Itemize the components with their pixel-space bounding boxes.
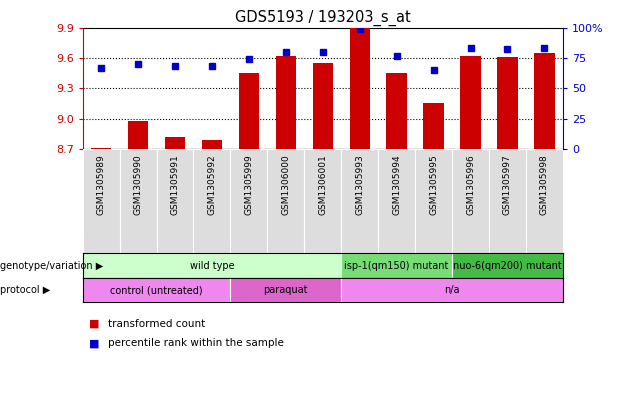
- Bar: [83, 253, 342, 278]
- Bar: [526, 149, 563, 253]
- Text: ■: ■: [89, 338, 100, 349]
- Bar: [415, 149, 452, 253]
- Text: paraquat: paraquat: [263, 285, 308, 295]
- Bar: [128, 121, 148, 149]
- Bar: [378, 149, 415, 253]
- Bar: [238, 73, 259, 149]
- Text: GSM1305996: GSM1305996: [466, 154, 475, 215]
- Text: protocol ▶: protocol ▶: [0, 285, 50, 295]
- Text: GSM1305997: GSM1305997: [503, 154, 512, 215]
- Bar: [452, 253, 563, 278]
- Text: nuo-6(qm200) mutant: nuo-6(qm200) mutant: [453, 261, 562, 271]
- Bar: [267, 149, 304, 253]
- Bar: [424, 103, 444, 149]
- Bar: [452, 149, 489, 253]
- Text: n/a: n/a: [445, 285, 460, 295]
- Text: GSM1305999: GSM1305999: [244, 154, 253, 215]
- Bar: [497, 57, 518, 149]
- Bar: [387, 73, 407, 149]
- Text: GSM1305991: GSM1305991: [170, 154, 179, 215]
- Text: percentile rank within the sample: percentile rank within the sample: [108, 338, 284, 349]
- Text: control (untreated): control (untreated): [110, 285, 203, 295]
- Bar: [489, 149, 526, 253]
- Text: GSM1306000: GSM1306000: [281, 154, 290, 215]
- Text: GSM1305989: GSM1305989: [97, 154, 106, 215]
- Bar: [275, 56, 296, 149]
- Text: GSM1305998: GSM1305998: [540, 154, 549, 215]
- Bar: [304, 149, 342, 253]
- Bar: [156, 149, 193, 253]
- Bar: [83, 149, 120, 253]
- Text: wild type: wild type: [190, 261, 234, 271]
- Bar: [534, 53, 555, 149]
- Bar: [342, 253, 452, 278]
- Bar: [230, 149, 267, 253]
- Text: GSM1305992: GSM1305992: [207, 154, 216, 215]
- Text: isp-1(qm150) mutant: isp-1(qm150) mutant: [345, 261, 449, 271]
- Title: GDS5193 / 193203_s_at: GDS5193 / 193203_s_at: [235, 10, 411, 26]
- Bar: [202, 140, 222, 149]
- Bar: [230, 278, 342, 302]
- Bar: [460, 56, 481, 149]
- Bar: [165, 137, 185, 149]
- Text: GSM1305990: GSM1305990: [134, 154, 142, 215]
- Text: transformed count: transformed count: [108, 319, 205, 329]
- Bar: [342, 278, 563, 302]
- Text: ■: ■: [89, 319, 100, 329]
- Text: GSM1305994: GSM1305994: [392, 154, 401, 215]
- Text: GSM1305995: GSM1305995: [429, 154, 438, 215]
- Bar: [91, 148, 111, 149]
- Bar: [350, 28, 370, 149]
- Text: GSM1306001: GSM1306001: [318, 154, 328, 215]
- Bar: [313, 63, 333, 149]
- Bar: [342, 149, 378, 253]
- Bar: [83, 278, 230, 302]
- Text: GSM1305993: GSM1305993: [356, 154, 364, 215]
- Text: genotype/variation ▶: genotype/variation ▶: [0, 261, 103, 271]
- Bar: [193, 149, 230, 253]
- Bar: [120, 149, 156, 253]
